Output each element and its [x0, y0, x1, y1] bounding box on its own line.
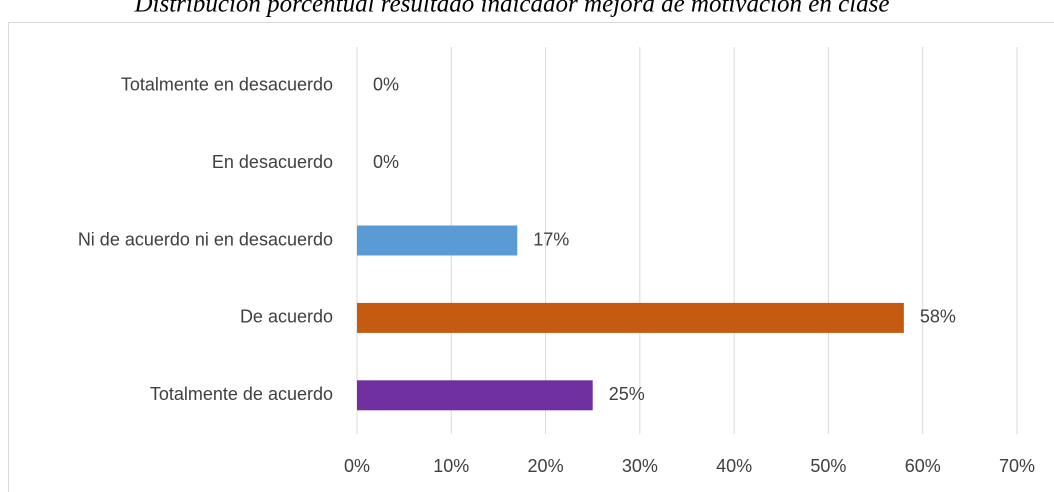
x-tick-label: 30%: [622, 456, 658, 476]
x-tick-label: 20%: [528, 456, 564, 476]
data-label: 0%: [373, 74, 399, 94]
x-tick-label: 0%: [344, 456, 370, 476]
chart-frame: [8, 22, 1054, 492]
x-tick-label: 70%: [999, 456, 1035, 476]
y-tick-label: Ni de acuerdo ni en desacuerdo: [78, 229, 333, 249]
data-label: 58%: [920, 307, 956, 327]
chart-title: Distribución porcentual resultado indica…: [134, 0, 890, 18]
x-tick-label: 10%: [433, 456, 469, 476]
bar: [357, 380, 593, 411]
x-tick-label: 50%: [810, 456, 846, 476]
x-tick-label: 40%: [716, 456, 752, 476]
data-label: 25%: [609, 384, 645, 404]
y-tick-label: De acuerdo: [240, 307, 333, 327]
data-label: 0%: [373, 152, 399, 172]
y-tick-label: Totalmente de acuerdo: [150, 384, 333, 404]
x-tick-label: 60%: [905, 456, 941, 476]
y-tick-label: En desacuerdo: [212, 152, 333, 172]
bar: [357, 225, 518, 256]
bar: [357, 302, 904, 333]
data-label: 17%: [533, 229, 569, 249]
y-tick-label: Totalmente en desacuerdo: [121, 74, 333, 94]
